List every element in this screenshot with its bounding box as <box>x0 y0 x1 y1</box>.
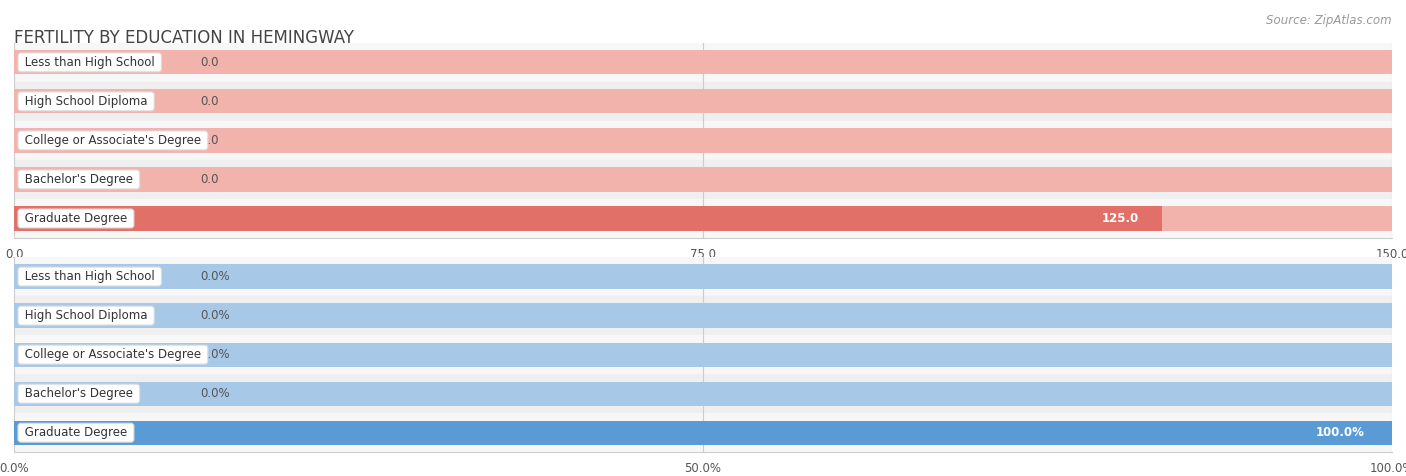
Bar <box>14 421 1392 445</box>
Text: Graduate Degree: Graduate Degree <box>21 212 131 225</box>
Bar <box>14 43 1392 82</box>
Text: 0.0%: 0.0% <box>200 270 229 283</box>
Bar <box>14 207 1392 230</box>
Bar <box>14 121 1392 160</box>
Bar <box>14 207 1163 230</box>
Text: High School Diploma: High School Diploma <box>21 95 152 108</box>
Bar <box>14 343 1392 367</box>
Bar <box>14 265 1392 288</box>
Bar <box>14 160 1392 199</box>
Text: 0.0: 0.0 <box>200 134 218 147</box>
Bar <box>14 296 1392 335</box>
Text: Less than High School: Less than High School <box>21 270 159 283</box>
Text: Bachelor's Degree: Bachelor's Degree <box>21 387 136 400</box>
Bar <box>14 374 1392 413</box>
Bar <box>14 129 1392 152</box>
Text: 0.0: 0.0 <box>200 56 218 69</box>
Text: College or Associate's Degree: College or Associate's Degree <box>21 348 205 361</box>
Bar <box>14 382 1392 406</box>
Bar <box>14 89 1392 113</box>
Bar <box>14 257 1392 296</box>
Text: Source: ZipAtlas.com: Source: ZipAtlas.com <box>1267 14 1392 27</box>
Bar <box>14 168 1392 191</box>
Bar <box>14 199 1392 238</box>
Text: Less than High School: Less than High School <box>21 56 159 69</box>
Bar <box>14 335 1392 374</box>
Text: 125.0: 125.0 <box>1102 212 1139 225</box>
Text: 0.0%: 0.0% <box>200 348 229 361</box>
Text: Graduate Degree: Graduate Degree <box>21 426 131 439</box>
Bar <box>14 82 1392 121</box>
Text: 0.0: 0.0 <box>200 173 218 186</box>
Text: Bachelor's Degree: Bachelor's Degree <box>21 173 136 186</box>
Text: College or Associate's Degree: College or Associate's Degree <box>21 134 205 147</box>
Text: High School Diploma: High School Diploma <box>21 309 152 322</box>
Text: FERTILITY BY EDUCATION IN HEMINGWAY: FERTILITY BY EDUCATION IN HEMINGWAY <box>14 29 354 47</box>
Text: 0.0: 0.0 <box>200 95 218 108</box>
Text: 0.0%: 0.0% <box>200 387 229 400</box>
Bar <box>14 421 1392 445</box>
Text: 100.0%: 100.0% <box>1316 426 1364 439</box>
Text: 0.0%: 0.0% <box>200 309 229 322</box>
Bar <box>14 50 1392 74</box>
Bar <box>14 304 1392 327</box>
Bar <box>14 413 1392 452</box>
